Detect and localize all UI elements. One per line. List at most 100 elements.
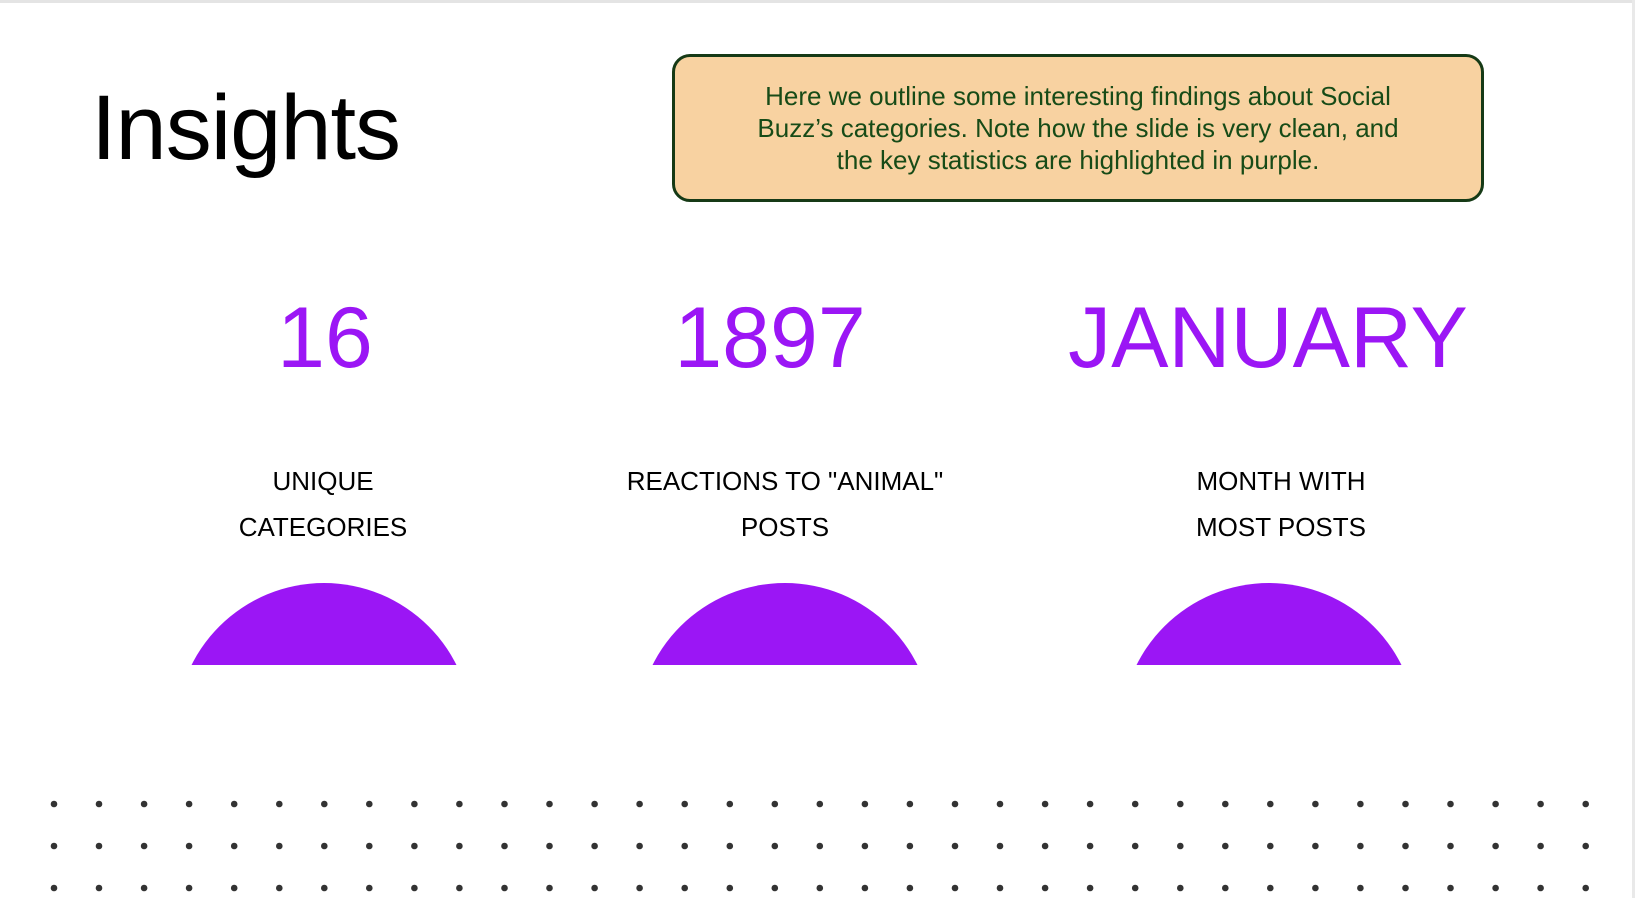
semicircle-shape: [652, 583, 918, 665]
pattern-dot: [771, 884, 779, 892]
pattern-dot: [1131, 800, 1139, 808]
label-line: POSTS: [740, 512, 830, 542]
pattern-dot: [230, 842, 238, 850]
pattern-dot: [861, 800, 869, 808]
label-line: UNIQUE: [272, 466, 374, 496]
pattern-dot: [1041, 842, 1049, 850]
pattern-dot: [1447, 800, 1454, 808]
pattern-dot: [996, 842, 1004, 850]
pattern-dot: [546, 800, 553, 808]
pattern-dot: [411, 884, 418, 892]
pattern-dot: [546, 884, 553, 892]
pattern-dot: [50, 800, 58, 808]
callout-text: Here we outline some interesting finding…: [757, 81, 1399, 175]
pattern-dot: [681, 884, 688, 892]
pattern-dot: [1267, 884, 1274, 892]
pattern-dot: [456, 800, 463, 808]
pattern-dot: [1402, 884, 1409, 892]
stat-value-categories: 16: [277, 290, 373, 386]
pattern-dot: [1131, 842, 1139, 850]
pattern-dot: [1537, 842, 1544, 850]
pattern-dot: [185, 884, 193, 892]
pattern-dot: [951, 842, 959, 850]
label-line: MONTH WITH: [1196, 466, 1366, 496]
pattern-dot: [1177, 884, 1184, 892]
pattern-dot: [501, 800, 508, 808]
pattern-dot: [1357, 884, 1364, 892]
pattern-dot: [140, 842, 148, 850]
pattern-dot: [1267, 800, 1274, 808]
pattern-dot: [681, 800, 688, 808]
pattern-dot: [996, 884, 1004, 892]
pattern-dot: [1177, 842, 1184, 850]
pattern-dot: [1312, 842, 1319, 850]
stat-label-categories: UNIQUE CATEGORIES: [113, 458, 533, 550]
label-line: MOST POSTS: [1196, 512, 1366, 542]
pattern-dot: [456, 884, 463, 892]
pattern-dot: [366, 884, 373, 892]
pattern-dot: [771, 842, 779, 850]
pattern-dot: [1492, 884, 1499, 892]
pattern-dot: [1582, 842, 1589, 850]
pattern-dot: [1312, 884, 1319, 892]
pattern-dot: [230, 800, 238, 808]
pattern-dot: [1447, 884, 1454, 892]
pattern-dot: [366, 842, 373, 850]
pattern-dot: [1582, 800, 1589, 808]
pattern-dot: [1222, 884, 1229, 892]
pattern-dot: [95, 800, 103, 808]
pattern-dot: [411, 842, 418, 850]
pattern-dot: [411, 800, 418, 808]
pattern-dot: [951, 800, 959, 808]
pattern-dot: [906, 884, 914, 892]
pattern-dot: [996, 800, 1004, 808]
stat-value-animal-reactions: 1897: [674, 290, 866, 386]
pattern-dot: [1041, 884, 1049, 892]
decorative-semicircle: [652, 583, 918, 665]
pattern-dot: [1492, 842, 1499, 850]
pattern-dot: [140, 884, 148, 892]
pattern-dot: [1402, 842, 1409, 850]
pattern-dot: [50, 884, 58, 892]
pattern-dot: [726, 884, 734, 892]
pattern-dot: [861, 884, 869, 892]
decorative-semicircle: [1136, 583, 1402, 665]
label-line: REACTIONS TO "ANIMAL": [626, 466, 944, 496]
pattern-dot: [456, 842, 463, 850]
pattern-dot: [1357, 800, 1364, 808]
speaker-note-callout: Here we outline some interesting finding…: [672, 54, 1484, 202]
pattern-dot: [1492, 800, 1499, 808]
pattern-dot: [726, 800, 734, 808]
pattern-dot: [1267, 842, 1274, 850]
pattern-dot: [1086, 842, 1094, 850]
pattern-dot: [1131, 884, 1139, 892]
dot-grid-pattern: [50, 800, 1589, 892]
pattern-dot: [1222, 842, 1229, 850]
pattern-dot: [50, 842, 58, 850]
label-line: CATEGORIES: [238, 512, 408, 542]
pattern-dot: [726, 842, 734, 850]
pattern-dot: [321, 884, 328, 892]
pattern-dot: [321, 842, 328, 850]
pattern-dot: [276, 842, 283, 850]
stat-value-top-month: JANUARY: [1068, 290, 1468, 386]
pattern-dot: [501, 842, 508, 850]
slide-title: Insights: [91, 77, 401, 179]
pattern-dot: [906, 842, 914, 850]
pattern-dot: [321, 800, 328, 808]
pattern-dot: [1447, 842, 1454, 850]
pattern-dot: [140, 800, 148, 808]
semicircle-shape: [1136, 583, 1402, 665]
pattern-dot: [276, 800, 283, 808]
pattern-dot: [1222, 800, 1229, 808]
stat-label-animal-reactions: REACTIONS TO "ANIMAL" POSTS: [575, 458, 995, 550]
pattern-dot: [366, 800, 373, 808]
pattern-dot: [906, 800, 914, 808]
pattern-dot: [816, 800, 824, 808]
right-divider: [1632, 0, 1635, 898]
pattern-dot: [1402, 800, 1409, 808]
pattern-dot: [636, 800, 643, 808]
decorative-semicircle: [191, 583, 457, 665]
pattern-dot: [816, 842, 824, 850]
